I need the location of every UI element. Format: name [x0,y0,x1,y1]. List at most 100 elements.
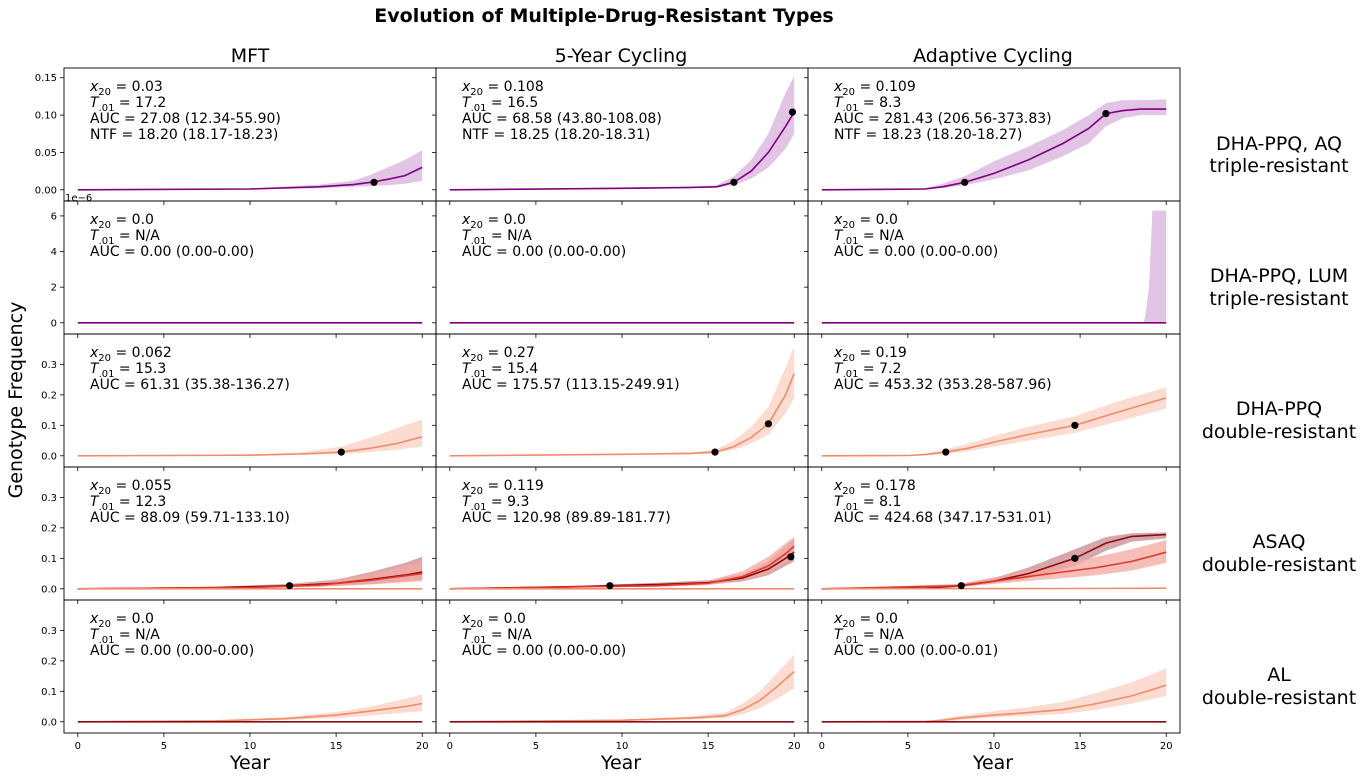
x-tick-label: 0 [75,741,81,752]
annotation-symbol: T [462,228,472,244]
annotation-value: = 0.0 [111,611,154,627]
confidence-band [449,538,795,589]
row-label-line-2: double-resistant [1202,421,1356,443]
annotation-symbol: x [461,478,471,494]
y-tick-label: 0.2 [41,390,57,401]
annotation-symbol: x [89,79,99,95]
annotation-x20: x20 = 0.27 [461,345,535,364]
confidence-band [77,150,423,190]
annotation-x20: x20 = 0.0 [833,611,898,630]
annotation-value: = N/A [858,627,904,643]
annotation-value: = 0.178 [855,478,916,494]
annotation-t01: T.01 = 7.2 [834,361,901,380]
annotation-subscript: .01 [843,502,859,513]
annotation-symbol: T [834,627,844,643]
x-axis-label-adaptive-cycling: Year [972,752,1013,774]
series-line [449,551,795,590]
annotation-value: = N/A [114,627,160,643]
annotation-t01: T.01 = N/A [834,627,904,646]
annotation-value: = 0.27 [483,345,535,361]
x-tick-label: 15 [702,741,715,752]
annotation-subscript: 20 [470,87,483,98]
annotation-value: = 0.0 [111,212,154,228]
threshold-marker [1071,421,1079,429]
annotation-value: = 0.119 [483,478,544,494]
annotation-value: = 0.108 [483,79,544,95]
annotation-x20: x20 = 0.0 [89,611,154,630]
plot-area [449,537,795,590]
annotation-subscript: 20 [842,486,855,497]
annotation-auc: AUC = 0.00 (0.00-0.00) [462,643,626,659]
x-tick-label: 0 [447,741,453,752]
x-tick-label: 5 [533,741,539,752]
annotation-subscript: .01 [843,635,859,646]
x-tick-label: 15 [330,741,343,752]
x-tick-label: 20 [416,741,429,752]
annotation-x20: x20 = 0.178 [833,478,916,497]
annotation-value: = N/A [114,228,160,244]
plot-area [449,76,797,191]
column-title-adaptive-cycling: Adaptive Cycling [913,45,1073,67]
annotation-subscript: .01 [843,236,859,247]
x-tick-label: 10 [616,741,629,752]
plot-area [821,210,1167,324]
annotation-value: = 0.03 [111,79,163,95]
y-tick-label: 0.15 [35,73,57,84]
y-tick-label: 0.1 [41,687,57,698]
annotation-subscript: 20 [842,220,855,231]
annotation-auc: AUC = 0.00 (0.00-0.00) [462,244,626,260]
annotation-t01: T.01 = 8.1 [834,494,901,513]
series-line [449,545,795,590]
annotation-value: = 9.3 [486,494,529,510]
annotation-subscript: .01 [471,236,487,247]
annotation-symbol: T [462,95,472,111]
annotation-subscript: .01 [843,103,859,114]
annotation-t01: T.01 = 16.5 [462,95,538,114]
row-label-line-2: double-resistant [1202,554,1356,576]
plot-area [821,387,1167,457]
annotation-t01: T.01 = 17.2 [90,95,166,114]
annotation-t01: T.01 = 15.3 [90,361,166,380]
threshold-marker [286,582,294,590]
x-tick-label: 5 [905,741,911,752]
y-axis-label: Genotype Frequency [5,302,27,499]
x-tick-label: 5 [161,741,167,752]
threshold-marker [337,448,345,456]
annotation-subscript: 20 [98,353,111,364]
annotation-symbol: T [90,494,100,510]
row-label-dha-ppq-lum: DHA-PPQ, LUM triple-resistant [1209,265,1348,310]
series-line [77,166,423,191]
row-label-asaq: ASAQ double-resistant [1202,531,1356,576]
annotation-auc: AUC = 61.31 (35.38-136.27) [90,377,290,393]
y-tick-label: 0.00 [35,185,57,196]
annotation-auc: AUC = 0.00 (0.00-0.00) [90,244,254,260]
annotation-value: = 0.0 [483,212,526,228]
annotation-symbol: T [90,95,100,111]
annotation-subscript: .01 [99,502,115,513]
annotation-value: = 12.3 [114,494,166,510]
threshold-marker [787,553,795,561]
annotation-ntf: NTF = 18.25 (18.20-18.31) [462,127,650,143]
threshold-marker [1102,110,1110,118]
y-tick-label: 0 [51,318,57,329]
y-tick-label: 0.3 [41,626,57,637]
annotation-value: = 16.5 [486,95,538,111]
annotation-subscript: .01 [99,103,115,114]
annotation-symbol: x [89,478,99,494]
annotation-auc: AUC = 175.57 (113.15-249.91) [462,377,680,393]
x-tick-label: 0 [819,741,825,752]
row-label-line-1: ASAQ [1252,531,1305,553]
annotation-value: = N/A [486,627,532,643]
plot-area [77,419,423,457]
annotation-symbol: x [461,345,471,361]
annotation-symbol: x [833,345,843,361]
annotation-symbol: x [461,79,471,95]
series-line [449,670,795,723]
annotation-t01: T.01 = 12.3 [90,494,166,513]
